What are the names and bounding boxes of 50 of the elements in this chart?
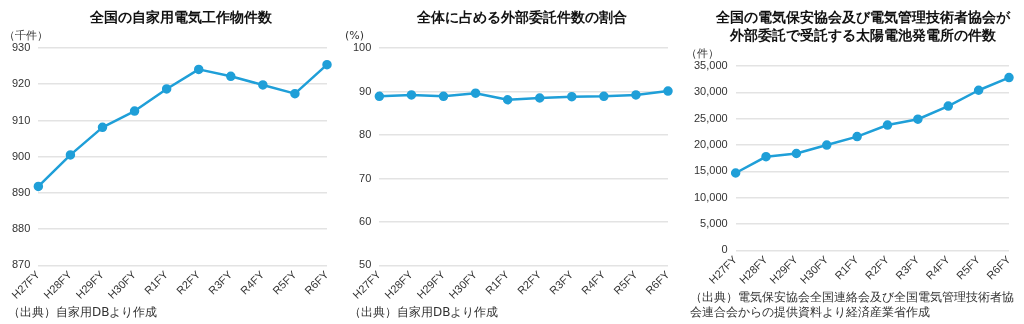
text: （出典）電気保安協会全国連絡会及び全国電気管理技術者協会連合会からの提供資料より経済産業省作成 [690, 290, 1015, 320]
point [322, 59, 332, 70]
chart-title: 全体に占める外部委託件数の割合 [415, 8, 628, 26]
y-tick-label: 0 [721, 243, 728, 256]
y-tick-label: 890 [11, 186, 31, 198]
point [913, 114, 923, 124]
y-tick-label: 870 [11, 258, 31, 271]
y-tick-label: 90 [359, 84, 372, 97]
y-tick-label: 80 [359, 128, 372, 141]
y-tick-label: 20,000 [693, 138, 728, 151]
y-axis-title: （千件） [4, 29, 48, 43]
y-tick-label: 50 [359, 258, 372, 271]
point [290, 88, 300, 99]
y-tick-label: 30,000 [693, 85, 728, 98]
point [730, 168, 741, 178]
point [129, 106, 140, 116]
point [65, 150, 76, 160]
point [97, 122, 108, 133]
point [761, 151, 771, 162]
point [943, 101, 953, 111]
point [882, 120, 893, 130]
y-tick-label: 25,000 [693, 111, 728, 124]
chart-title: 全国の自家用電気工作物件数 [88, 8, 273, 26]
y-axis-title: (%) [345, 29, 365, 43]
point [226, 71, 236, 82]
point [852, 131, 862, 142]
point [193, 64, 204, 75]
point [33, 181, 44, 192]
y-tick-label: 10,000 [693, 190, 728, 203]
text: （出典）自家用DBより作成 [349, 305, 500, 320]
y-tick-label: 35,000 [693, 59, 728, 72]
y-tick-label: 70 [359, 171, 372, 184]
y-tick-label: 5,000 [700, 217, 728, 230]
point [1004, 72, 1014, 83]
y-tick-label: 910 [11, 113, 31, 126]
y-tick-label: 900 [11, 149, 31, 162]
point [258, 80, 268, 90]
text: （出典）自家用DBより作成 [8, 305, 159, 320]
chart-title: 全国の電気保安協会及び電気管理技術者協会が外部委託で受託する太陽電池発電所の件数 [714, 8, 1012, 44]
y-axis-title: （件） [686, 47, 719, 61]
y-tick-label: 15,000 [693, 164, 728, 177]
y-tick-label: 100 [352, 41, 372, 54]
point [822, 140, 832, 150]
y-tick-label: 60 [359, 215, 372, 227]
point [791, 148, 802, 159]
y-tick-label: 880 [11, 222, 31, 235]
point [161, 84, 172, 94]
y-tick-label: 930 [11, 41, 31, 54]
point [973, 85, 984, 95]
y-tick-label: 920 [11, 77, 31, 90]
